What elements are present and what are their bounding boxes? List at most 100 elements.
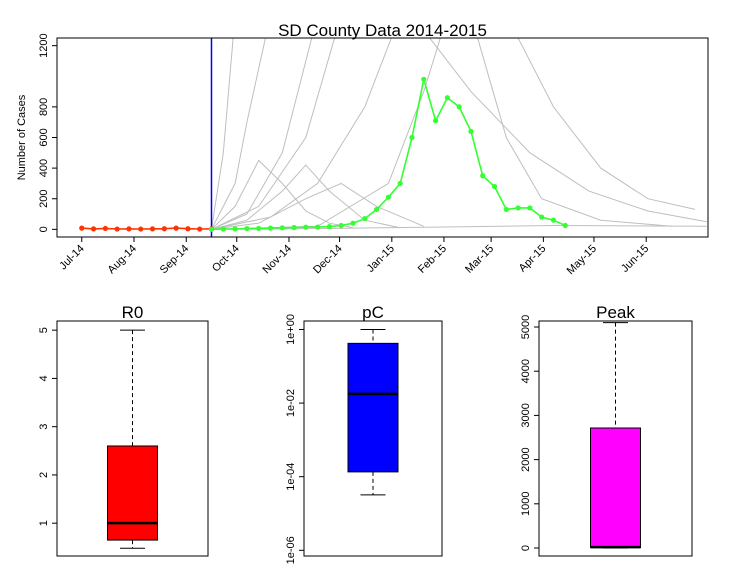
x-tick-label: Aug-14	[106, 243, 140, 277]
data-point	[515, 205, 521, 211]
y-tick-label: 2000	[520, 447, 532, 471]
data-point	[550, 217, 557, 223]
y-tick-label: 4	[38, 375, 50, 381]
data-point	[468, 128, 474, 134]
x-tick-label: Mar-15	[463, 243, 496, 276]
y-tick-label: 400	[38, 159, 50, 177]
data-point	[527, 205, 533, 211]
plot-frame	[56, 37, 709, 238]
data-point	[456, 104, 462, 110]
data-point	[362, 216, 368, 222]
x-tick-label: Jun-15	[619, 243, 651, 275]
y-tick-label: 1e-06	[285, 536, 297, 564]
series-line	[211, 38, 336, 230]
x-tick-label: Jan-15	[365, 243, 397, 275]
x-tick-label: Sep-14	[158, 243, 192, 277]
series-line	[211, 38, 266, 230]
chart-title: pC	[362, 303, 384, 322]
x-tick-label: May-15	[565, 243, 599, 277]
y-tick-label: 0	[38, 226, 50, 232]
data-point	[539, 214, 545, 220]
series-line	[211, 182, 424, 230]
data-point	[149, 226, 156, 232]
y-tick-label: 2	[38, 472, 50, 478]
x-tick-label: Apr-15	[517, 243, 549, 275]
data-point	[421, 76, 427, 82]
box	[107, 445, 158, 541]
y-tick-label: 1	[38, 520, 50, 526]
series-line	[211, 79, 566, 231]
series-line	[517, 38, 696, 210]
data-point	[303, 224, 309, 230]
box	[347, 342, 399, 473]
data-point	[114, 226, 120, 232]
data-point	[267, 225, 274, 231]
y-tick-label: 200	[38, 190, 50, 208]
data-point	[409, 134, 415, 141]
data-point	[185, 226, 191, 232]
plot-frame	[303, 320, 443, 557]
data-point	[397, 180, 403, 187]
data-point	[126, 226, 132, 232]
x-tick-label: Nov-14	[261, 243, 295, 277]
series-line	[211, 38, 313, 230]
data-point	[173, 225, 179, 231]
series-line	[429, 38, 707, 223]
series-line	[81, 227, 212, 230]
data-point	[315, 224, 321, 230]
plot-area	[79, 38, 707, 237]
data-point	[326, 223, 333, 230]
plot-frame	[56, 320, 209, 557]
y-tick-label: 1e+00	[285, 314, 297, 345]
plot-frame	[538, 320, 693, 557]
data-point	[350, 220, 356, 226]
chart-title: R0	[122, 303, 144, 322]
data-point	[374, 206, 380, 213]
data-point	[432, 118, 439, 124]
data-point	[220, 226, 226, 232]
data-point	[197, 226, 203, 232]
series-line	[211, 38, 392, 230]
series-line	[211, 38, 234, 230]
data-point	[90, 226, 97, 232]
y-tick-label: 1e-04	[285, 463, 297, 491]
data-point	[79, 225, 85, 231]
data-point	[291, 224, 297, 231]
data-point	[562, 222, 568, 229]
x-tick-label: Oct-14	[210, 243, 242, 275]
x-tick-label: Jul-14	[57, 243, 87, 273]
y-tick-label: 0	[520, 545, 532, 551]
y-tick-label: 5000	[520, 315, 532, 339]
data-point	[338, 222, 344, 229]
y-tick-label: 1000	[520, 492, 532, 516]
y-tick-label: 5	[38, 327, 50, 333]
y-tick-label: 1e-02	[285, 389, 297, 417]
data-point	[385, 194, 391, 200]
data-point	[491, 183, 498, 190]
x-tick-label: Feb-15	[416, 243, 449, 276]
chart-title: SD County Data 2014-2015	[278, 21, 487, 40]
y-tick-label: 1200	[38, 33, 50, 57]
data-point	[138, 226, 144, 232]
data-point	[232, 226, 238, 232]
data-point	[256, 225, 262, 232]
data-point	[102, 225, 108, 232]
data-point	[161, 226, 167, 232]
y-tick-label: 4000	[520, 359, 532, 383]
data-point	[244, 225, 250, 232]
y-axis-label: Number of Cases	[16, 94, 28, 180]
y-tick-label: 600	[38, 128, 50, 146]
y-tick-label: 3	[38, 424, 50, 430]
data-point	[503, 206, 509, 213]
series-line	[477, 38, 672, 227]
data-point	[208, 226, 215, 232]
data-point	[279, 225, 285, 231]
y-tick-label: 3000	[520, 403, 532, 427]
series-line	[211, 159, 354, 230]
chart-title: Peak	[596, 303, 635, 322]
data-point	[480, 173, 486, 179]
y-tick-label: 800	[38, 98, 50, 116]
data-point	[444, 95, 450, 101]
box	[590, 427, 641, 549]
